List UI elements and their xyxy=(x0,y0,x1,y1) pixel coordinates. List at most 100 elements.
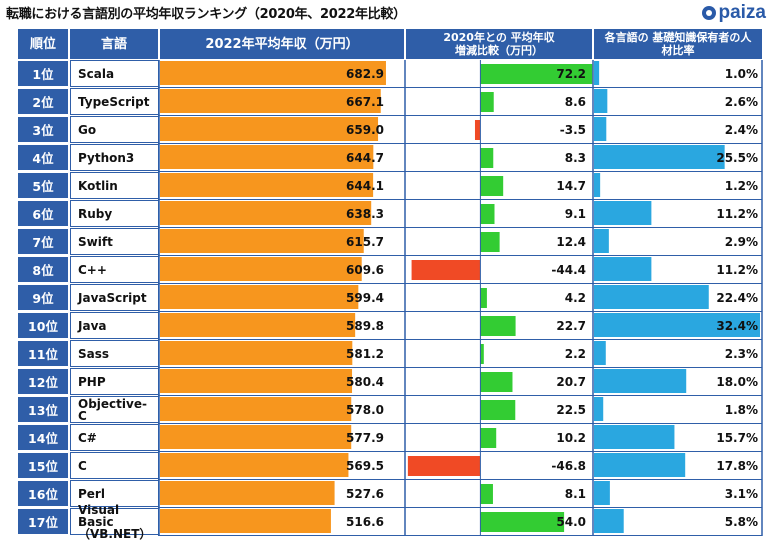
salary-value: 609.6 xyxy=(346,263,384,277)
salary-bar xyxy=(160,229,364,253)
salary-bar xyxy=(160,89,381,113)
rank-label: 4位 xyxy=(18,145,68,170)
language-cell xyxy=(70,144,159,171)
share-bar xyxy=(594,145,725,169)
change-bar-increase xyxy=(480,484,493,504)
salary-bar xyxy=(160,481,335,505)
salary-value: 569.5 xyxy=(346,459,384,473)
change-bar-increase xyxy=(480,176,504,196)
share-value: 11.2% xyxy=(716,207,758,221)
change-bar-increase xyxy=(480,428,497,448)
change-value: -44.4 xyxy=(551,263,586,277)
change-value: 4.2 xyxy=(564,291,586,305)
logo-text: paiza xyxy=(718,2,766,23)
salary-value: 599.4 xyxy=(346,291,384,305)
rank-label: 11位 xyxy=(18,341,68,366)
salary-bar xyxy=(160,117,379,141)
language-cell xyxy=(70,172,159,199)
header-salary: 2022年平均年収（万円） xyxy=(160,29,404,59)
header-language: 言語 xyxy=(70,29,158,59)
salary-bar xyxy=(160,173,374,197)
rank-label: 13位 xyxy=(18,397,68,422)
change-bar-increase xyxy=(480,344,484,364)
header-change: 2020年との 平均年収増減比較（万円） xyxy=(406,29,592,59)
salary-bar xyxy=(160,201,372,225)
share-bar xyxy=(594,369,687,393)
language-label: TypeScript xyxy=(78,94,150,109)
rank-label: 1位 xyxy=(18,61,68,86)
language-label: Swift xyxy=(78,234,113,249)
rank-label: 16位 xyxy=(18,481,68,506)
change-bar-increase xyxy=(480,372,513,392)
language-cell xyxy=(70,228,159,255)
share-value: 15.7% xyxy=(716,431,758,445)
language-cell xyxy=(70,284,159,311)
rank-label: 2位 xyxy=(18,89,68,114)
change-value: 22.5 xyxy=(556,403,586,417)
salary-value: 516.6 xyxy=(346,515,384,529)
change-bar-increase xyxy=(480,400,516,420)
share-value: 11.2% xyxy=(716,263,758,277)
salary-value: 581.2 xyxy=(346,347,384,361)
language-label: C++ xyxy=(78,262,107,277)
language-cell xyxy=(70,480,159,507)
chart-title: 転職における言語別の平均年収ランキング（2020年、2022年比較） xyxy=(6,7,406,22)
change-value: 14.7 xyxy=(556,179,586,193)
change-bar-increase xyxy=(480,512,565,532)
language-label: JavaScript xyxy=(78,290,147,305)
language-cell xyxy=(70,256,159,283)
language-label: C xyxy=(78,458,87,473)
salary-value: 638.3 xyxy=(346,207,384,221)
rank-label: 14位 xyxy=(18,425,68,450)
change-bar-decrease xyxy=(474,120,481,140)
language-label: Java xyxy=(78,318,107,333)
share-bar xyxy=(594,173,601,197)
salary-bar xyxy=(160,341,353,365)
rank-label: 10位 xyxy=(18,313,68,338)
rank-label: 7位 xyxy=(18,229,68,254)
salary-value: 667.1 xyxy=(346,95,384,109)
change-value: 8.6 xyxy=(564,95,586,109)
share-value: 1.0% xyxy=(724,67,758,81)
salary-bar xyxy=(160,453,349,477)
salary-bar xyxy=(160,61,386,85)
language-label: Perl xyxy=(78,486,105,501)
salary-bar xyxy=(160,257,362,281)
share-bar xyxy=(594,341,606,365)
change-bar-increase xyxy=(480,232,500,252)
salary-value: 577.9 xyxy=(346,431,384,445)
paiza-logo: paiza xyxy=(702,2,766,24)
salary-value: 578.0 xyxy=(346,403,384,417)
change-value: 22.7 xyxy=(556,319,586,333)
change-bar-increase xyxy=(480,316,516,336)
language-label: Visual Basic（VB.NET） xyxy=(78,502,152,541)
share-value: 25.5% xyxy=(716,151,758,165)
language-label: Kotlin xyxy=(78,178,118,193)
change-value: -46.8 xyxy=(551,459,586,473)
language-cell xyxy=(70,60,159,87)
rank-label: 6位 xyxy=(18,201,68,226)
language-label: Scala xyxy=(78,66,115,81)
share-bar xyxy=(594,257,652,281)
salary-bar xyxy=(160,285,359,309)
language-label: C# xyxy=(78,430,97,445)
salary-bar xyxy=(160,425,352,449)
change-bar-increase xyxy=(480,204,495,224)
salary-value: 527.6 xyxy=(346,487,384,501)
language-label: Python3 xyxy=(78,150,135,165)
header-change-text: 2020年との 平均年収増減比較（万円） xyxy=(443,31,555,57)
share-bar xyxy=(594,229,609,253)
change-value: 72.2 xyxy=(556,67,586,81)
logo-icon xyxy=(702,6,717,20)
share-value: 2.3% xyxy=(724,347,758,361)
change-value: 10.2 xyxy=(556,431,586,445)
change-bar-increase xyxy=(480,64,593,84)
share-bar xyxy=(594,89,608,113)
language-cell xyxy=(70,452,159,479)
language-label: Go xyxy=(78,122,97,137)
change-bar-increase xyxy=(480,148,494,168)
salary-bar xyxy=(160,397,352,421)
header-share: 各言語の 基礎知識保有者の人材比率 xyxy=(594,29,762,59)
change-value: 20.7 xyxy=(556,375,586,389)
